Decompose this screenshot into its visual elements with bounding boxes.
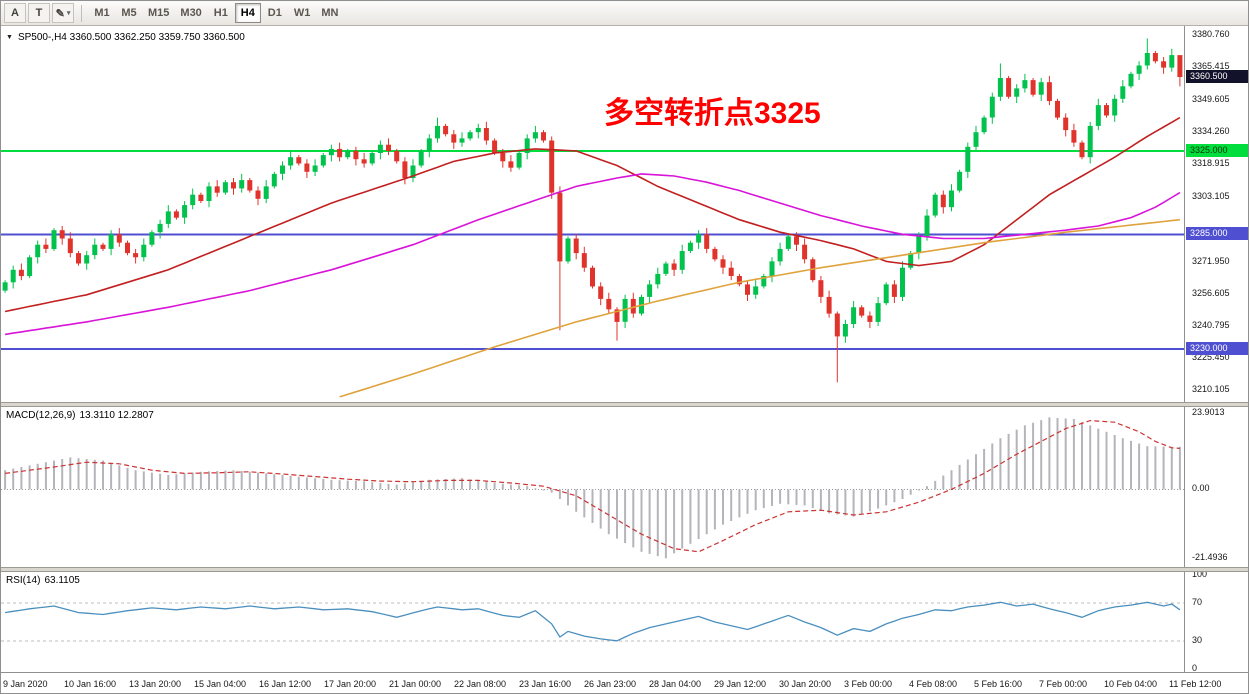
price-axis-label: 3210.105 <box>1192 384 1230 395</box>
price-axis[interactable]: 3380.760 3365.415 3349.605 3334.260 3318.915… <box>1184 26 1248 673</box>
chart-title: ▼ SP500-,H4 3360.500 3362.250 3359.750 3… <box>6 32 245 43</box>
time-axis-label: 26 Jan 23:00 <box>584 679 637 689</box>
timeframe-buttons: M1 M5 M15 M30 H1 H4 D1 W1 MN <box>89 3 343 23</box>
timeframe-w1[interactable]: W1 <box>289 3 316 23</box>
time-axis-label: 9 Jan 2020 <box>3 679 48 689</box>
hline-price-badge[interactable]: 3285.000 <box>1186 227 1248 241</box>
time-axis-label: 16 Jan 12:00 <box>259 679 312 689</box>
price-axis-label: 3303.105 <box>1192 190 1230 201</box>
timeframe-mn[interactable]: MN <box>316 3 343 23</box>
rsi-name: RSI(14) <box>6 575 41 586</box>
price-axis-label: 3271.950 <box>1192 255 1230 266</box>
time-axis-label: 22 Jan 08:00 <box>454 679 507 689</box>
time-axis-label: 17 Jan 20:00 <box>324 679 377 689</box>
macd-values: 13.3110 12.2807 <box>79 410 154 421</box>
rsi-label: RSI(14) 63.1105 <box>6 575 80 586</box>
time-axis-label: 5 Feb 16:00 <box>974 679 1023 689</box>
time-axis-label: 3 Feb 00:00 <box>844 679 893 689</box>
price-axis-label: 3349.605 <box>1192 93 1230 104</box>
main-chart-panel[interactable]: ▼ SP500-,H4 3360.500 3362.250 3359.750 3… <box>1 26 1184 402</box>
annotation-text: 多空转折点3325 <box>604 97 821 130</box>
timeframe-m15[interactable]: M15 <box>143 3 174 23</box>
chart-title-text: SP500-,H4 3360.500 3362.250 3359.750 336… <box>17 32 245 43</box>
time-axis-label: 21 Jan 00:00 <box>389 679 442 689</box>
rsi-axis-label: 70 <box>1192 597 1203 608</box>
price-axis-label: 3334.260 <box>1192 125 1230 136</box>
timeframe-d1[interactable]: D1 <box>262 3 288 23</box>
time-axis-label: 30 Jan 20:00 <box>779 679 832 689</box>
time-axis-label: 7 Feb 00:00 <box>1039 679 1088 689</box>
price-axis-label: 3318.915 <box>1192 157 1230 168</box>
macd-axis-label: 23.9013 <box>1192 406 1225 417</box>
tool-buttons: A T ✎ ▾ <box>4 3 74 23</box>
timeframe-m1[interactable]: M1 <box>89 3 115 23</box>
macd-name: MACD(12,26,9) <box>6 410 76 421</box>
collapse-arrow-icon[interactable]: ▼ <box>6 34 13 41</box>
macd-axis-label: -21.4936 <box>1192 552 1228 563</box>
time-axis[interactable]: 9 Jan 2020 10 Jan 16:00 13 Jan 20:00 15 Jan… <box>1 672 1248 693</box>
rsi-axis-label: 100 <box>1192 569 1208 579</box>
current-price-badge: 3360.500 <box>1186 69 1248 83</box>
toolbar-button-drawing-tools[interactable]: ✎ ▾ <box>52 3 74 23</box>
toolbar-button-text-label[interactable]: T <box>28 3 50 23</box>
price-axis-label: 3240.795 <box>1192 320 1230 331</box>
time-axis-label: 29 Jan 12:00 <box>714 679 767 689</box>
hline-price-badge[interactable]: 3230.000 <box>1186 341 1248 355</box>
macd-panel[interactable]: MACD(12,26,9) 13.3110 12.2807 <box>1 407 1184 567</box>
price-axis-label: 3256.605 <box>1192 287 1230 298</box>
time-axis-label: 4 Feb 08:00 <box>909 679 958 689</box>
timeframe-h4[interactable]: H4 <box>234 3 261 23</box>
time-axis-label: 10 Feb 04:00 <box>1104 679 1158 689</box>
time-axis-label: 11 Feb 12:00 <box>1169 679 1222 689</box>
toolbar-button-arrow-select[interactable]: A <box>4 3 26 23</box>
hline-price-badge[interactable]: 3325.000 <box>1186 143 1248 157</box>
timeframe-h1[interactable]: H1 <box>208 3 234 23</box>
macd-chart[interactable] <box>1 407 1184 567</box>
toolbar: A T ✎ ▾ M1 M5 M15 M30 H1 H4 D1 W1 MN <box>1 1 1248 26</box>
macd-axis-label: 0.00 <box>1192 483 1210 494</box>
timeframe-m5[interactable]: M5 <box>116 3 142 23</box>
time-axis-label: 23 Jan 16:00 <box>519 679 572 689</box>
price-axis-label: 3380.760 <box>1192 28 1230 39</box>
panel-separator[interactable] <box>1 402 1248 407</box>
rsi-panel[interactable]: RSI(14) 63.1105 <box>1 572 1184 672</box>
candlestick-chart[interactable] <box>1 26 1184 402</box>
rsi-value: 63.1105 <box>44 575 80 586</box>
timeframe-m30[interactable]: M30 <box>175 3 206 23</box>
time-axis-label: 10 Jan 16:00 <box>64 679 117 689</box>
macd-label: MACD(12,26,9) 13.3110 12.2807 <box>6 410 154 421</box>
rsi-chart[interactable] <box>1 572 1184 672</box>
time-axis-label: 28 Jan 04:00 <box>649 679 702 689</box>
price-axis-label: 3225.450 <box>1192 352 1230 363</box>
toolbar-separator <box>81 4 82 22</box>
rsi-axis-label: 30 <box>1192 634 1203 645</box>
price-axis-label: 3365.415 <box>1192 60 1230 71</box>
time-axis-label: 13 Jan 20:00 <box>129 679 182 689</box>
time-axis-label: 15 Jan 04:00 <box>194 679 247 689</box>
panel-separator[interactable] <box>1 567 1248 572</box>
rsi-axis-label: 0 <box>1192 663 1198 673</box>
dropdown-caret-icon: ▾ <box>66 10 71 17</box>
